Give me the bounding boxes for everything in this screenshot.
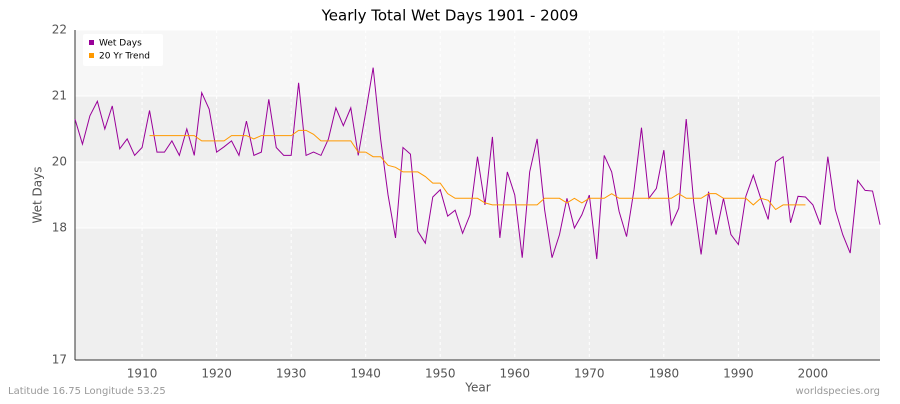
x-tick-label: 2000 — [798, 367, 829, 381]
x-tick-label: 1940 — [350, 367, 381, 381]
plot-band — [75, 228, 880, 360]
footer-left: Latitude 16.75 Longitude 53.25 — [8, 386, 166, 397]
legend-label: Wet Days — [99, 39, 142, 49]
y-tick-label: 21 — [52, 89, 67, 103]
legend-swatch — [89, 40, 94, 45]
y-tick-label: 20 — [52, 155, 67, 169]
data-line — [149, 129, 806, 211]
legend-swatch — [89, 53, 94, 58]
x-tick-label: 1950 — [425, 367, 456, 381]
x-tick-label: 1980 — [649, 367, 680, 381]
x-tick-label: 1910 — [127, 367, 158, 381]
x-tick-label: 1990 — [723, 367, 754, 381]
y-axis-label: Wet Days — [31, 166, 45, 223]
x-tick-label: 1960 — [499, 367, 530, 381]
y-tick-label: 18 — [52, 221, 67, 235]
y-tick-label: 17 — [52, 353, 67, 367]
x-tick-label: 1970 — [574, 367, 605, 381]
y-tick-label: 22 — [52, 23, 67, 37]
chart-title: Yearly Total Wet Days 1901 - 2009 — [321, 7, 579, 25]
plot-band — [75, 96, 880, 162]
x-axis-label: Year — [464, 381, 490, 395]
legend-box — [83, 34, 163, 66]
footer-right: worldspecies.org — [796, 386, 880, 397]
x-tick-label: 1930 — [276, 367, 307, 381]
x-tick-label: 1920 — [201, 367, 232, 381]
data-line — [74, 67, 881, 260]
legend-label: 20 Yr Trend — [99, 52, 150, 62]
